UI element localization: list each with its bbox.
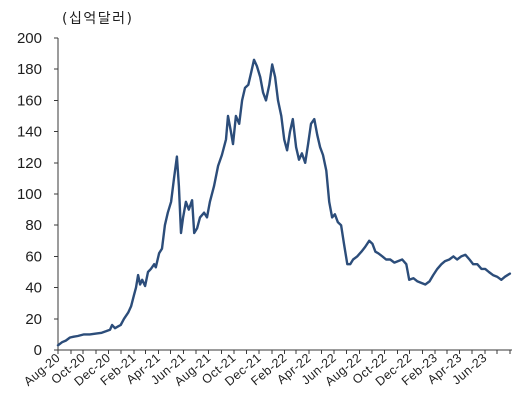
y-tick-label: 200 [17,30,42,47]
series-line [56,58,512,347]
y-tick-label: 100 [17,186,42,203]
y-axis: 0 20 40 60 80 100 120 140 160 180 200 [17,30,59,359]
x-axis: Aug-20Oct-20Dec-20Feb-21Apr-21Jun-21Aug-… [21,349,512,389]
y-tick-label: 160 [17,92,42,109]
y-tick-label: 80 [25,217,42,234]
y-tick-label: 0 [34,342,42,359]
y-unit-label: (십억달러) [62,11,133,27]
y-tick-label: 20 [25,311,42,328]
y-tick-label: 120 [17,155,42,172]
y-tick-label: 60 [25,248,42,265]
plot-area [56,58,512,347]
y-tick-label: 140 [17,124,42,141]
y-tick-label: 40 [25,280,42,297]
y-tick-label: 180 [17,61,42,78]
